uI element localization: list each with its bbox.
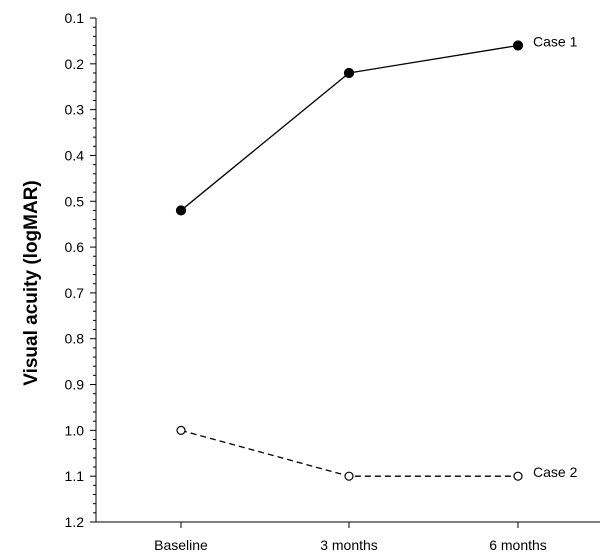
axes — [95, 18, 600, 523]
x-tick-label: Baseline — [154, 537, 208, 553]
y-tick-label: 0.3 — [65, 102, 85, 118]
data-point — [513, 471, 523, 481]
y-axis-ticks: 0.1 0.2 0.3 0.4 0.5 0.6 0.7 0.8 0.9 1.0 1.1 1.2 — [65, 10, 96, 530]
y-tick-label: 0.7 — [65, 285, 85, 301]
x-tick-label: 6 months — [489, 537, 547, 553]
series-label: Case 2 — [533, 464, 578, 480]
data-point — [344, 471, 354, 481]
x-axis-ticks: Baseline 3 months 6 months — [154, 522, 547, 553]
y-tick-label: 1.1 — [65, 468, 85, 484]
y-tick-label: 0.5 — [65, 193, 85, 209]
y-tick-label: 0.6 — [65, 239, 85, 255]
data-point — [175, 205, 187, 216]
series-1: Case 1 — [175, 33, 578, 216]
y-tick-label: 1.0 — [65, 422, 85, 438]
series-label: Case 1 — [533, 33, 578, 49]
y-axis-title: Visual acuity (logMAR) — [21, 180, 42, 386]
x-tick-label: 3 months — [320, 537, 378, 553]
series-2: Case 2 — [176, 425, 578, 481]
y-tick-label: 0.9 — [65, 377, 85, 393]
series-line — [180, 429, 518, 477]
y-tick-label: 0.1 — [65, 10, 85, 26]
y-tick-label: 0.8 — [65, 331, 85, 347]
data-point — [343, 67, 355, 79]
y-tick-label: 0.2 — [65, 56, 85, 72]
data-point — [176, 425, 186, 435]
y-tick-label: 1.2 — [65, 514, 85, 530]
y-tick-label: 0.4 — [65, 147, 85, 163]
data-point — [512, 40, 524, 51]
series-layer: Case 1 Case 2 — [175, 33, 578, 481]
